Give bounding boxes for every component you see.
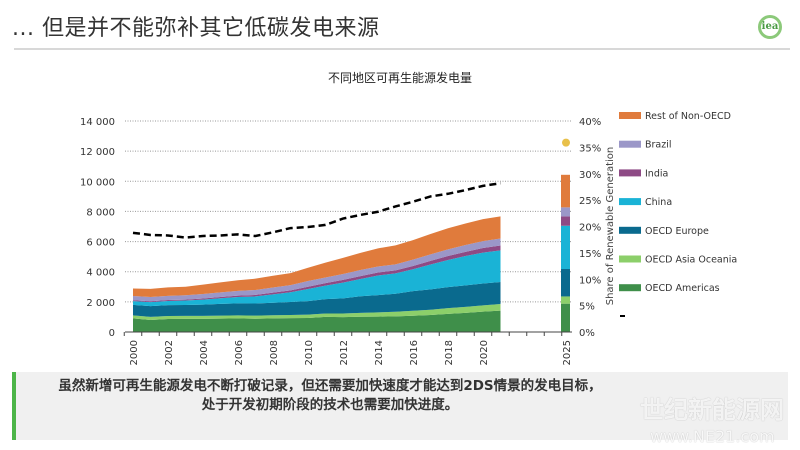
x-tick-label: 2020: [479, 340, 490, 365]
y2-tick-label: 30%: [579, 170, 601, 181]
legend-swatch: [619, 140, 641, 148]
legend-swatch: [619, 112, 641, 119]
page-title: ... 但是并不能弥补其它低碳发电来源: [12, 16, 380, 41]
x-tick-label: 2000: [129, 340, 140, 365]
chart-title: 不同地区可再生能源发电量: [328, 70, 472, 85]
legend-label: OECD Europe: [645, 226, 709, 237]
share-2025-target-point: [562, 138, 570, 147]
bar-2025-china: [561, 225, 570, 270]
x-tick-label: 2004: [199, 340, 210, 365]
x-tick-label: 2002: [164, 340, 175, 365]
y-tick-label: 6 000: [86, 238, 115, 249]
bar-2025-oecd-europe: [561, 269, 570, 297]
bar-2025-oecd-asia-oceania: [561, 296, 570, 304]
bar-2025-india: [561, 216, 570, 226]
area-oecd-asia-oceania: [133, 303, 501, 320]
title-divider: [14, 48, 790, 50]
area-oecd-americas: [133, 310, 501, 332]
legend-swatch: [619, 169, 641, 177]
legend-label: OECD Americas: [645, 283, 720, 294]
y2-tick-label: 20%: [579, 223, 601, 234]
summary-note: 虽然新增可再生能源发电不断打破记录，但还需要加快速度才能达到2DS情景的发电目标…: [12, 372, 788, 440]
legend-label: China: [645, 197, 672, 208]
legend-swatch: [619, 198, 641, 206]
area-china: [133, 250, 501, 307]
y2-tick-label: 35%: [579, 143, 601, 154]
y2-axis-title: Share of Renewable Generation: [605, 147, 616, 306]
area-oecd-europe: [133, 281, 501, 317]
y2-tick-label: 25%: [579, 196, 601, 207]
renewable-generation-chart: 不同地区可再生能源发电量 0 2 000 4 000 6 000 8 000 10 000 1…: [80, 70, 737, 365]
legend-label: Brazil: [645, 140, 672, 151]
legend-share-line-swatch: [620, 315, 625, 317]
x-tick-label: 2018: [444, 340, 455, 365]
iea-logo: iea: [758, 15, 782, 39]
watermark: 世纪新能源网: [640, 396, 784, 424]
x-tick-label: 2008: [269, 340, 280, 365]
bar-2025-oecd-americas: [561, 303, 570, 332]
y-tick-label: 0: [109, 328, 115, 339]
y-tick-label: 14 000: [80, 117, 115, 128]
legend-swatch: [619, 255, 641, 263]
bar-2025-rest-of-non-oecd: [561, 174, 570, 208]
legend-label: India: [645, 168, 668, 179]
legend-swatch: [619, 284, 641, 292]
note-line-1: 虽然新增可再生能源发电不断打破记录，但还需要加快速度才能达到2DS情景的发电目标…: [58, 378, 602, 394]
y2-tick-label: 5%: [579, 302, 595, 313]
y-tick-label: 2 000: [86, 298, 115, 309]
y2-tick-label: 0%: [579, 328, 595, 339]
legend-swatch: [619, 226, 641, 234]
share-line: [132, 182, 501, 239]
y2-tick-label: 15%: [579, 249, 601, 260]
x-tick-label: 2014: [374, 340, 385, 365]
y-tick-label: 8 000: [86, 207, 115, 218]
y-tick-label: 12 000: [80, 147, 115, 158]
x-tick-label: 2012: [339, 340, 350, 365]
x-tick-label: 2025: [562, 340, 573, 365]
area-rest-of-non-oecd: [133, 216, 501, 298]
bar-2025-brazil: [561, 207, 570, 217]
x-tick-label: 2016: [409, 340, 420, 365]
note-line-2: 处于开发初期阶段的技术也需要加快进度。: [201, 397, 459, 413]
y2-tick-label: 10%: [579, 275, 601, 286]
x-tick-label: 2010: [304, 340, 315, 365]
y-tick-label: 10 000: [80, 177, 115, 188]
legend-label: OECD Asia Oceania: [645, 255, 737, 266]
y-tick-label: 4 000: [86, 268, 115, 279]
watermark-url: www.NE21.com: [650, 427, 775, 446]
y2-tick-label: 40%: [579, 117, 601, 128]
x-tick-label: 2006: [234, 340, 245, 365]
legend-label: Rest of Non-OECD: [645, 111, 731, 122]
